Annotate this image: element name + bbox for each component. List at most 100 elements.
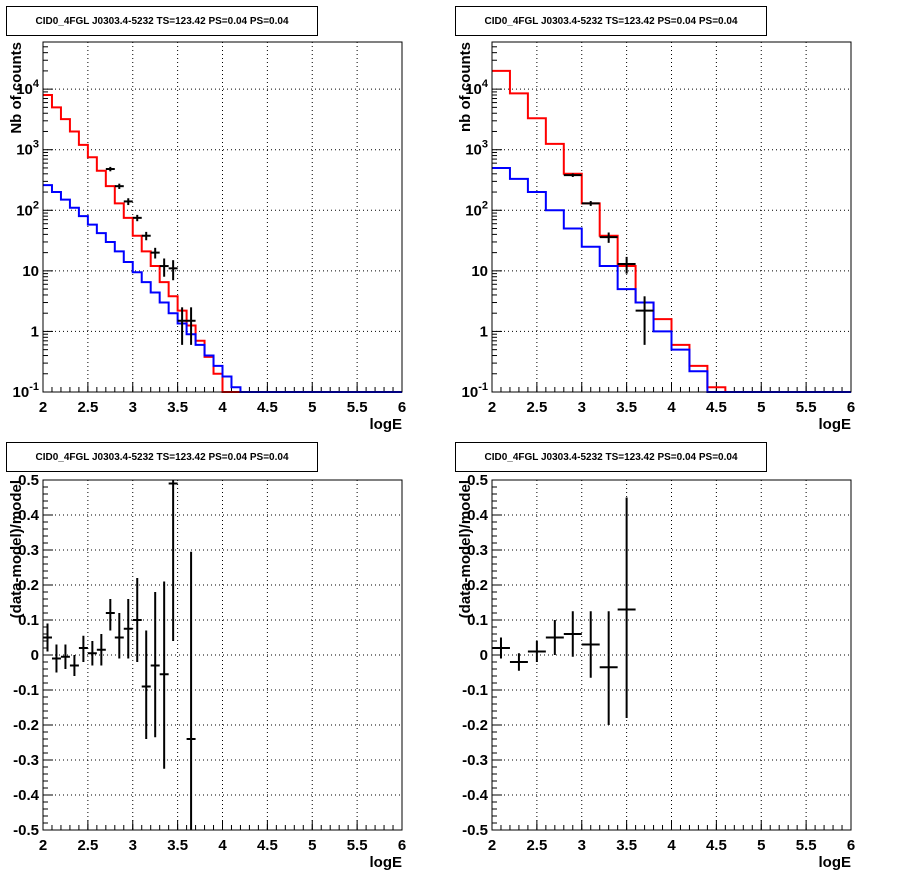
y-tick-label: -0.5	[13, 822, 39, 839]
y-tick-label: 0.1	[18, 612, 39, 629]
y-tick-label-base: 10	[462, 384, 479, 401]
y-tick-label-base: 10	[16, 202, 33, 219]
y-tick-label: 1	[31, 323, 39, 340]
x-tick-label: 2	[488, 399, 496, 416]
x-tick-label: 2.5	[526, 399, 547, 416]
x-axis-title: logE	[370, 854, 403, 871]
y-tick-label: 104	[16, 78, 40, 98]
panel-0: 2 2.5 3 3.5 4 4.5 5 5.5 610-1110102103104logENb …	[8, 41, 406, 433]
x-axis-title: logE	[370, 416, 403, 433]
x-tick-label: 5.5	[796, 399, 817, 416]
x-tick-label: 4	[667, 399, 676, 416]
x-tick-label: 6	[398, 399, 406, 416]
y-tick-label-exponent: 2	[33, 199, 39, 211]
y-tick-label: -0.1	[13, 682, 39, 699]
y-tick-label: 103	[465, 139, 488, 159]
y-tick-label: 0	[480, 647, 488, 664]
y-tick-label: 1	[480, 323, 488, 340]
x-tick-label: 4.5	[706, 399, 727, 416]
y-tick-label-exponent: 4	[482, 78, 489, 90]
y-tick-label: -0.5	[462, 822, 488, 839]
y-tick-label: 0.3	[18, 542, 39, 559]
x-tick-label: 2	[39, 399, 47, 416]
y-tick-label-base: 10	[465, 142, 482, 159]
x-tick-label: 6	[847, 399, 855, 416]
y-tick-label-base: 10	[465, 81, 482, 98]
x-tick-label: 4	[218, 837, 227, 854]
panel-3: 2 2.5 3 3.5 4 4.5 5 5.5 6 -0.5 -0.4 -0.3 -0.2 -0.1 0 0.…	[457, 472, 855, 871]
x-tick-label: 5	[308, 399, 316, 416]
y-tick-label-exponent: 4	[33, 78, 40, 90]
y-tick-label: -0.2	[13, 717, 39, 734]
y-tick-label: 0.4	[18, 507, 40, 524]
y-tick-label: 102	[465, 199, 488, 219]
panel-2: 2 2.5 3 3.5 4 4.5 5 5.5 6 -0.5 -0.4 -0.3 -0.2 -0.1 0 0.…	[8, 472, 406, 871]
x-tick-label: 5.5	[347, 837, 368, 854]
x-tick-label: 5	[757, 399, 765, 416]
y-tick-label: -0.4	[13, 787, 40, 804]
panel-title-bottom-left: CID0_4FGL J0303.4-5232 TS=123.42 PS=0.04…	[6, 442, 318, 472]
x-tick-label: 3.5	[616, 399, 637, 416]
y-tick-label: 104	[465, 78, 489, 98]
x-tick-label: 5.5	[347, 399, 368, 416]
panel-1: 2 2.5 3 3.5 4 4.5 5 5.5 610-1110102103104logEnb …	[457, 41, 855, 433]
y-tick-label: 103	[16, 139, 39, 159]
x-tick-label: 6	[398, 837, 406, 854]
x-tick-label: 4	[667, 837, 676, 854]
y-axis-title: Nb of counts	[8, 42, 25, 134]
x-tick-label: 3.5	[167, 399, 188, 416]
y-axis-title: (data-model)/model	[8, 480, 25, 618]
y-tick-label-base: 10	[16, 142, 33, 159]
x-tick-label: 3	[129, 399, 137, 416]
series-step-line	[43, 94, 402, 393]
x-tick-label: 2	[488, 837, 496, 854]
y-tick-label: -0.1	[462, 682, 488, 699]
x-axis-title: logE	[819, 854, 852, 871]
y-tick-label-exponent: -1	[478, 381, 488, 393]
plot-frame	[491, 479, 852, 831]
x-tick-label: 3.5	[167, 837, 188, 854]
x-tick-label: 3.5	[616, 837, 637, 854]
y-tick-label-exponent: -1	[29, 381, 39, 393]
x-axis-title: logE	[819, 416, 852, 433]
y-tick-label-base: 10	[16, 81, 33, 98]
y-tick-label: 10	[22, 263, 39, 280]
y-tick-label: 0.5	[18, 472, 39, 489]
x-tick-label: 5	[308, 837, 316, 854]
x-tick-label: 6	[847, 837, 855, 854]
panel-title-bottom-right: CID0_4FGL J0303.4-5232 TS=123.42 PS=0.04…	[455, 442, 767, 472]
y-tick-label: -0.4	[462, 787, 489, 804]
y-tick-label: 0.2	[467, 577, 488, 594]
x-tick-label: 3	[578, 837, 586, 854]
x-tick-label: 5.5	[796, 837, 817, 854]
x-tick-label: 5	[757, 837, 765, 854]
x-tick-label: 4.5	[706, 837, 727, 854]
plot-frame	[42, 41, 403, 393]
y-tick-label: -0.2	[462, 717, 488, 734]
y-tick-label-exponent: 3	[33, 139, 39, 151]
x-tick-label: 4	[218, 399, 227, 416]
y-axis-title: (data-model)/model	[457, 480, 474, 618]
panel-title-top-left: CID0_4FGL J0303.4-5232 TS=123.42 PS=0.04…	[6, 6, 318, 36]
x-tick-label: 2.5	[77, 399, 98, 416]
x-tick-label: 4.5	[257, 399, 278, 416]
y-axis-title: nb of counts	[457, 42, 474, 132]
x-tick-label: 2.5	[77, 837, 98, 854]
y-tick-label: 0.1	[467, 612, 488, 629]
panel-title-top-right: CID0_4FGL J0303.4-5232 TS=123.42 PS=0.04…	[455, 6, 767, 36]
x-tick-label: 4.5	[257, 837, 278, 854]
y-tick-label: 0.2	[18, 577, 39, 594]
x-tick-label: 3	[578, 399, 586, 416]
y-tick-label: 102	[16, 199, 39, 219]
x-tick-label: 2	[39, 837, 47, 854]
series-step-line	[43, 184, 402, 393]
y-tick-label-base: 10	[13, 384, 30, 401]
y-tick-label: 10-1	[462, 381, 488, 401]
y-tick-label: -0.3	[13, 752, 39, 769]
y-tick-label: 0.3	[467, 542, 488, 559]
y-tick-label: 10	[471, 263, 488, 280]
y-tick-label-exponent: 3	[482, 139, 488, 151]
plot-frame	[491, 41, 852, 393]
y-tick-label: 0.4	[467, 507, 489, 524]
